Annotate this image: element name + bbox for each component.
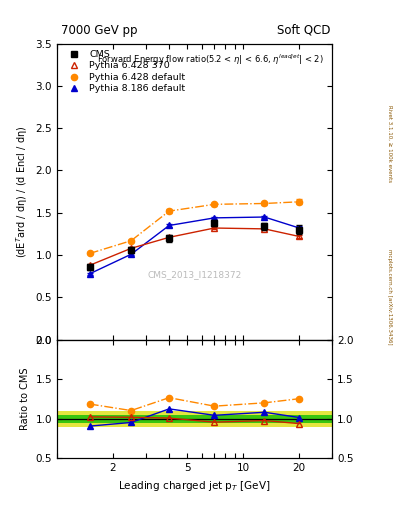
Pythia 6.428 default: [87, 250, 92, 257]
Text: Soft QCD: Soft QCD: [277, 24, 330, 37]
Text: mcplots.cern.ch [arXiv:1306.3436]: mcplots.cern.ch [arXiv:1306.3436]: [387, 249, 392, 345]
Y-axis label: Ratio to CMS: Ratio to CMS: [20, 368, 30, 430]
Pythia 6.428 370: [129, 245, 134, 251]
Pythia 8.186 default: [167, 222, 171, 228]
Pythia 6.428 370: [262, 226, 267, 232]
Text: CMS_2013_I1218372: CMS_2013_I1218372: [147, 270, 242, 279]
Pythia 8.186 default: [212, 215, 217, 221]
Line: Pythia 6.428 default: Pythia 6.428 default: [86, 199, 303, 257]
Pythia 6.428 default: [129, 238, 134, 244]
Y-axis label: (dE$^{T}$ard / dη) / (d Encl / dη): (dE$^{T}$ard / dη) / (d Encl / dη): [14, 125, 30, 258]
Pythia 6.428 370: [87, 262, 92, 268]
Line: Pythia 6.428 370: Pythia 6.428 370: [86, 225, 303, 269]
Pythia 8.186 default: [297, 225, 302, 231]
Pythia 6.428 default: [212, 201, 217, 207]
Pythia 6.428 370: [167, 234, 171, 241]
CMS: [167, 235, 171, 241]
Text: Forward Energy flow ratio(5.2 < $\eta$| < 6.6, $\eta^{leadjet}$| < 2): Forward Energy flow ratio(5.2 < $\eta$| …: [97, 52, 324, 67]
Pythia 6.428 370: [212, 225, 217, 231]
X-axis label: Leading charged jet p$_{T}$ [GeV]: Leading charged jet p$_{T}$ [GeV]: [118, 479, 271, 493]
Bar: [57, 415, 332, 423]
Text: Rivet 3.1.10, ≥ 100k events: Rivet 3.1.10, ≥ 100k events: [387, 105, 392, 182]
CMS: [297, 227, 302, 233]
CMS: [87, 264, 92, 270]
CMS: [262, 223, 267, 229]
Pythia 8.186 default: [87, 271, 92, 277]
Pythia 6.428 370: [297, 233, 302, 240]
Pythia 6.428 default: [262, 200, 267, 206]
Line: CMS: CMS: [86, 220, 303, 270]
Legend: CMS, Pythia 6.428 370, Pythia 6.428 default, Pythia 8.186 default: CMS, Pythia 6.428 370, Pythia 6.428 defa…: [62, 48, 187, 95]
Pythia 8.186 default: [262, 214, 267, 220]
CMS: [212, 220, 217, 226]
Pythia 8.186 default: [129, 251, 134, 258]
Pythia 6.428 default: [297, 199, 302, 205]
Line: Pythia 8.186 default: Pythia 8.186 default: [86, 214, 303, 277]
Pythia 6.428 default: [167, 208, 171, 214]
Bar: [57, 411, 332, 426]
CMS: [129, 247, 134, 253]
Text: 7000 GeV pp: 7000 GeV pp: [61, 24, 138, 37]
